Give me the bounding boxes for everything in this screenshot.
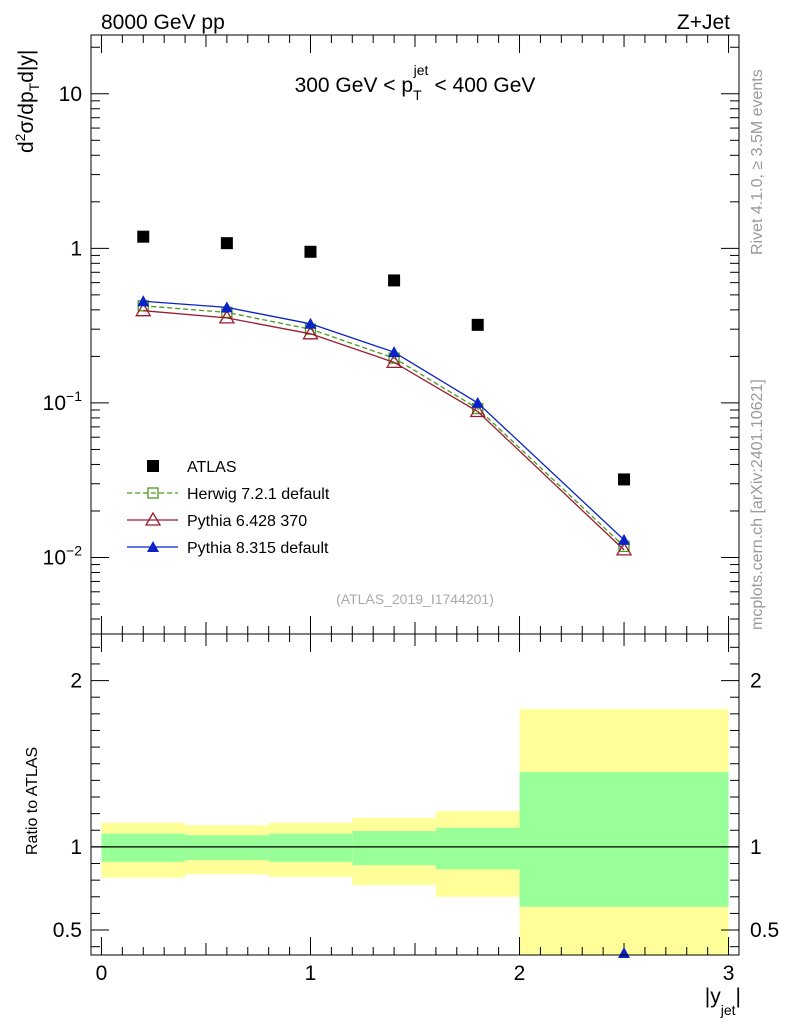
y-tick-label: 10−1: [43, 388, 83, 415]
legend-label: ATLAS: [187, 459, 237, 476]
chart-title-sub: T: [413, 87, 422, 103]
data-point-series-2: [469, 403, 486, 418]
data-point-series-3: [220, 301, 233, 313]
x-axis-label: |yjet|: [705, 985, 741, 1018]
ratio-band-inner: [435, 827, 520, 870]
chart-title-before: 300 GeV < p: [295, 74, 414, 97]
ratio-band-inner: [268, 833, 353, 862]
data-point-series-2: [615, 541, 633, 556]
x-axis-label-sub: jet: [720, 1002, 736, 1018]
legend-marker: [147, 541, 159, 552]
data-point-series-3: [618, 533, 631, 545]
ratio-frame: [90, 633, 740, 956]
main-y-axis-label: d2σ/dpTd|y|: [12, 50, 42, 153]
ratio-panel: 0.5 0.5 1 1 2 2 0 1 2 3 Ratio to ATLAS |yjet|: [24, 633, 779, 1018]
data-point-series-0: [471, 318, 484, 331]
watermark: (ATLAS_2019_I1744201): [336, 591, 494, 607]
legend-marker: [147, 460, 159, 472]
chart-title-after: < 400 GeV: [434, 74, 535, 97]
ratio-y-tick-label-right: 1: [750, 836, 762, 859]
legend-marker: [147, 487, 159, 499]
data-point-series-0: [618, 473, 631, 486]
ratio-y-tick-label-right: 2: [750, 670, 762, 693]
x-tick-label: 0: [96, 962, 108, 985]
x-tick-label: 3: [723, 962, 735, 985]
legend-label: Pythia 6.428 370: [187, 513, 307, 530]
main-ticks: 10−2 10−1 1 10: [43, 35, 739, 634]
side-text-bottom: mcplots.cern.ch [arXiv:2401.10621]: [749, 379, 766, 630]
data-point-series-0: [304, 245, 317, 258]
data-point-series-3: [388, 346, 401, 358]
ratio-bands: [101, 708, 729, 955]
y-tick-label: 10−2: [43, 543, 83, 570]
data-point-series-2: [218, 309, 236, 324]
data-point-series-3: [471, 396, 484, 408]
y-tick-label: 1: [70, 237, 82, 260]
data-point-series-0: [137, 230, 150, 243]
x-axis-label-end: |: [736, 985, 741, 1008]
ratio-y-tick-label-left: 1: [70, 836, 82, 859]
ratio-y-tick-label-left: 2: [70, 670, 82, 693]
x-tick-label: 1: [305, 962, 317, 985]
main-series: [135, 230, 633, 556]
legend: ATLAS Herwig 7.2.1 default Pythia 6.428 37…: [127, 459, 330, 557]
header-right: Z+Jet: [677, 11, 730, 34]
data-point-series-2: [385, 354, 403, 369]
header-left: 8000 GeV pp: [101, 11, 225, 34]
data-point-series-2: [135, 302, 152, 317]
ratio-band-inner: [101, 833, 186, 862]
chart-title: 300 GeV < pTjet < 400 GeV: [295, 62, 536, 103]
series-line-3: [143, 300, 625, 541]
legend-marker: [144, 511, 162, 526]
ratio-y-tick-label-right: 0.5: [750, 919, 779, 942]
series-line-1: [143, 305, 625, 547]
ratio-band-inner: [519, 772, 729, 907]
data-point-series-0: [220, 237, 233, 250]
data-point-series-3: [137, 295, 150, 307]
data-point-series-3: [304, 317, 317, 329]
ratio-y-tick-label-left: 0.5: [53, 919, 82, 942]
chart-title-sup: jet: [413, 62, 429, 78]
main-panel: 10−2 10−1 1 10 300 GeV < pTjet < 400 GeV d2σ…: [12, 34, 740, 635]
ratio-band-inner: [185, 835, 269, 861]
ratio-band-inner: [352, 831, 436, 866]
x-tick-label: 2: [514, 962, 526, 985]
ratio-ticks: 0.5 0.5 1 1 2 2 0 1 2 3: [53, 634, 779, 985]
legend-label: Pythia 8.315 default: [187, 540, 329, 557]
series-line-2: [143, 310, 625, 551]
data-point-series-0: [388, 274, 401, 287]
legend-label: Herwig 7.2.1 default: [187, 486, 330, 503]
data-point-series-2: [302, 325, 319, 340]
x-axis-label-main: |y: [705, 985, 721, 1008]
y-tick-label: 10: [59, 83, 82, 106]
side-text-top: Rivet 4.1.0, ≥ 3.5M events: [749, 69, 766, 255]
ratio-y-axis-label: Ratio to ATLAS: [24, 747, 41, 855]
